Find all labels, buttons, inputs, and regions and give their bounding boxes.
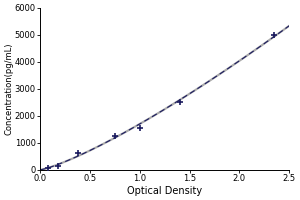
Y-axis label: Concentration(pg/mL): Concentration(pg/mL) [4,43,13,135]
X-axis label: Optical Density: Optical Density [127,186,202,196]
